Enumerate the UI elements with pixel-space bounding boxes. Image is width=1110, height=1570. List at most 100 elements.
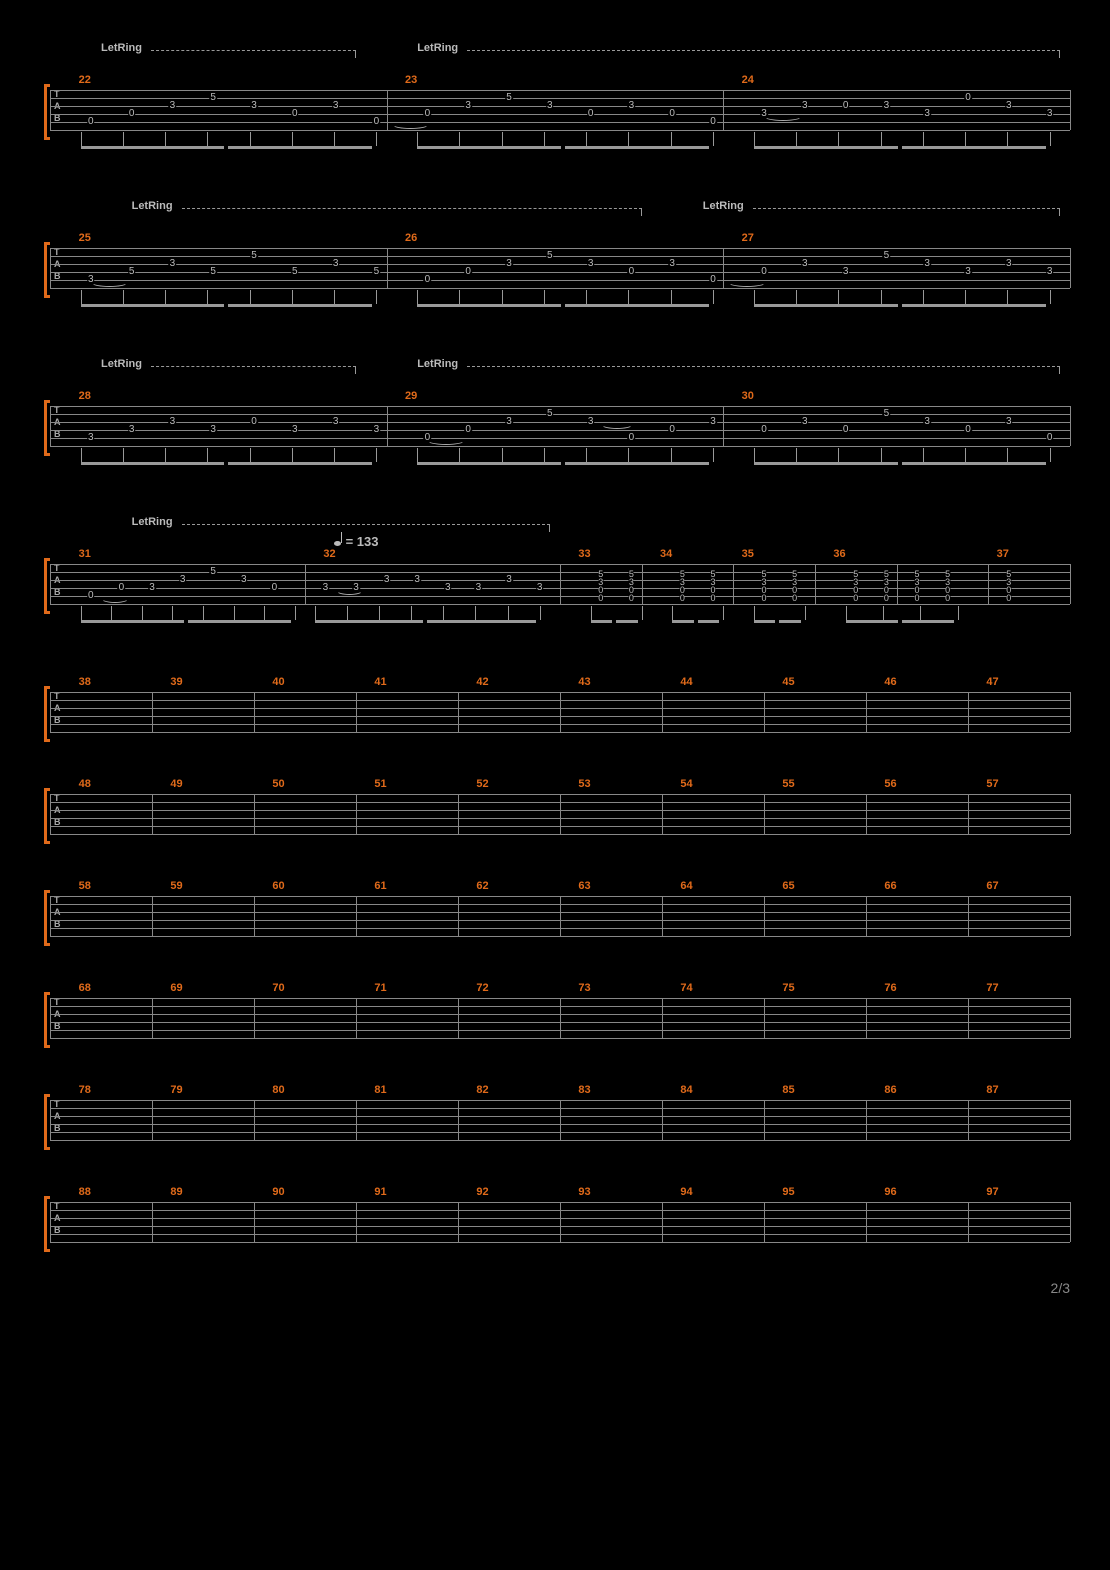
measure-number: 65: [782, 880, 794, 892]
measure-number: 56: [884, 778, 896, 790]
barline: [968, 1202, 969, 1242]
staff-line: [50, 288, 1070, 289]
note-stem: [586, 290, 587, 304]
fret-number: 0: [760, 425, 768, 435]
barline: [968, 692, 969, 732]
note-stem: [172, 606, 173, 620]
tie-arc: [392, 120, 430, 129]
fret-number: 3: [801, 101, 809, 111]
beam-group: [417, 290, 713, 310]
note-stem: [417, 290, 418, 304]
note-stem: [838, 290, 839, 304]
measure-number: 43: [578, 676, 590, 688]
fret-number: 3: [373, 425, 381, 435]
fret-number: 3: [801, 417, 809, 427]
barline: [1070, 406, 1071, 446]
page-number: 2/3: [1051, 1280, 1070, 1296]
barline: [1070, 1202, 1071, 1242]
beam: [754, 146, 898, 149]
barline: [1070, 90, 1071, 130]
fret-number: 5: [546, 409, 554, 419]
barline: [662, 692, 663, 732]
barline: [764, 998, 765, 1038]
staff-line: [50, 272, 1070, 273]
fret-number: 5: [505, 93, 513, 103]
fret-number: 5: [291, 267, 299, 277]
chord-frets: 5300: [598, 570, 603, 602]
let-ring-line: [467, 366, 1060, 367]
beam: [616, 620, 638, 623]
barline: [1070, 248, 1071, 288]
note-stem: [264, 606, 265, 620]
let-ring-label: LetRing: [132, 516, 173, 528]
fret-number: 3: [668, 259, 676, 269]
note-stem: [672, 606, 673, 620]
tie-arc: [601, 420, 634, 429]
note-stem: [292, 448, 293, 462]
staff-line: [50, 1140, 1070, 1141]
tie-arc: [764, 112, 802, 121]
note-stem: [443, 606, 444, 620]
fret-number: 3: [332, 259, 340, 269]
note-stem: [628, 290, 629, 304]
staff-line: [50, 430, 1070, 431]
note-stem: [81, 132, 82, 146]
note-stem: [713, 132, 714, 146]
measure-number: 60: [272, 880, 284, 892]
barline: [387, 406, 388, 446]
measure-number: 51: [374, 778, 386, 790]
measure-number: 95: [782, 1186, 794, 1198]
beam: [315, 620, 423, 623]
measure-number: 61: [374, 880, 386, 892]
note-stem: [111, 606, 112, 620]
staff-line: [50, 90, 1070, 91]
beam: [754, 462, 898, 465]
note-stem: [376, 290, 377, 304]
tab-system: TAB222324LetRingLetRing00353030035303003…: [30, 40, 1080, 150]
measure-number: 68: [79, 982, 91, 994]
tie-arc: [728, 278, 766, 287]
measure-number: 88: [79, 1186, 91, 1198]
beam-group: [81, 132, 377, 152]
measure-number: 52: [476, 778, 488, 790]
beam: [188, 620, 291, 623]
beam: [754, 620, 776, 623]
note-stem: [1007, 290, 1008, 304]
beam: [672, 620, 694, 623]
fret-number: 0: [964, 93, 972, 103]
barline: [560, 998, 561, 1038]
measure-number: 69: [170, 982, 182, 994]
barline: [50, 896, 51, 936]
note-stem: [920, 606, 921, 620]
barline: [50, 406, 51, 446]
staff-line: [50, 114, 1070, 115]
chord-frets: 5300: [710, 570, 715, 602]
note-stem: [123, 132, 124, 146]
fret-number: 3: [475, 583, 483, 593]
fret-number: 0: [271, 583, 279, 593]
measure-number: 34: [660, 548, 672, 560]
fret-number: 5: [209, 93, 217, 103]
beam: [417, 304, 561, 307]
let-ring-bracket: LetRing: [417, 46, 1060, 60]
fret-number: 3: [883, 101, 891, 111]
beam: [902, 146, 1046, 149]
chord-frets: 5300: [792, 570, 797, 602]
fret-number: 0: [709, 117, 717, 127]
barline: [866, 794, 867, 834]
chord-frets: 5300: [629, 570, 634, 602]
measure-number: 89: [170, 1186, 182, 1198]
fret-number: 0: [87, 117, 95, 127]
note-stem: [347, 606, 348, 620]
barline: [764, 1100, 765, 1140]
barline: [560, 896, 561, 936]
let-ring-line: [467, 50, 1060, 51]
tab-system: TAB68697071727374757677: [30, 978, 1080, 1048]
let-ring-line: [151, 50, 356, 51]
barline: [733, 564, 734, 604]
fret-number: 3: [169, 259, 177, 269]
let-ring-line: [753, 208, 1060, 209]
fret-number: 3: [250, 101, 258, 111]
note-stem: [1050, 448, 1051, 462]
barline: [560, 1202, 561, 1242]
